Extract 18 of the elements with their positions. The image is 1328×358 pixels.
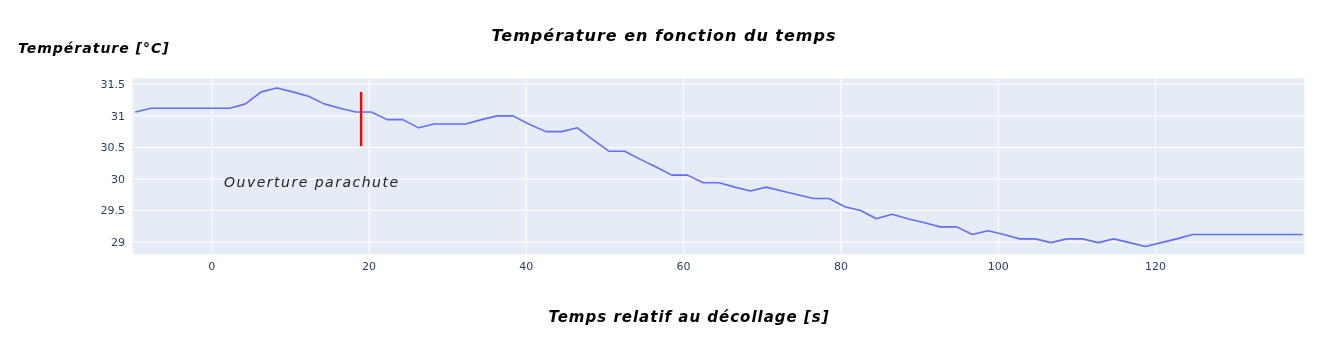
x-tick-label: 0 bbox=[208, 259, 216, 273]
line-series bbox=[134, 87, 1304, 248]
annotation: Ouverture parachute bbox=[224, 174, 400, 190]
y-tick-label: 29 bbox=[111, 235, 125, 249]
x-tick-label: 20 bbox=[361, 259, 376, 273]
y-axis-title: Température [°C] bbox=[18, 40, 170, 56]
y-tick-label: 29.5 bbox=[100, 204, 125, 218]
x-tick-label: 40 bbox=[519, 259, 534, 273]
x-tick-label: 80 bbox=[833, 259, 848, 273]
x-axis-title: Temps relatif au décollage [s] bbox=[547, 308, 831, 326]
y-tick-label: 31 bbox=[111, 109, 125, 123]
x-tick-label: 120 bbox=[1145, 259, 1167, 273]
chart-title: Température en fonction du temps bbox=[491, 26, 837, 45]
x-tick-label: 60 bbox=[676, 259, 691, 273]
x-tick-label: 100 bbox=[987, 259, 1009, 273]
y-tick-label: 30 bbox=[111, 172, 125, 186]
y-tick-label: 30.5 bbox=[100, 141, 125, 155]
y-tick-label: 31.5 bbox=[100, 78, 125, 92]
